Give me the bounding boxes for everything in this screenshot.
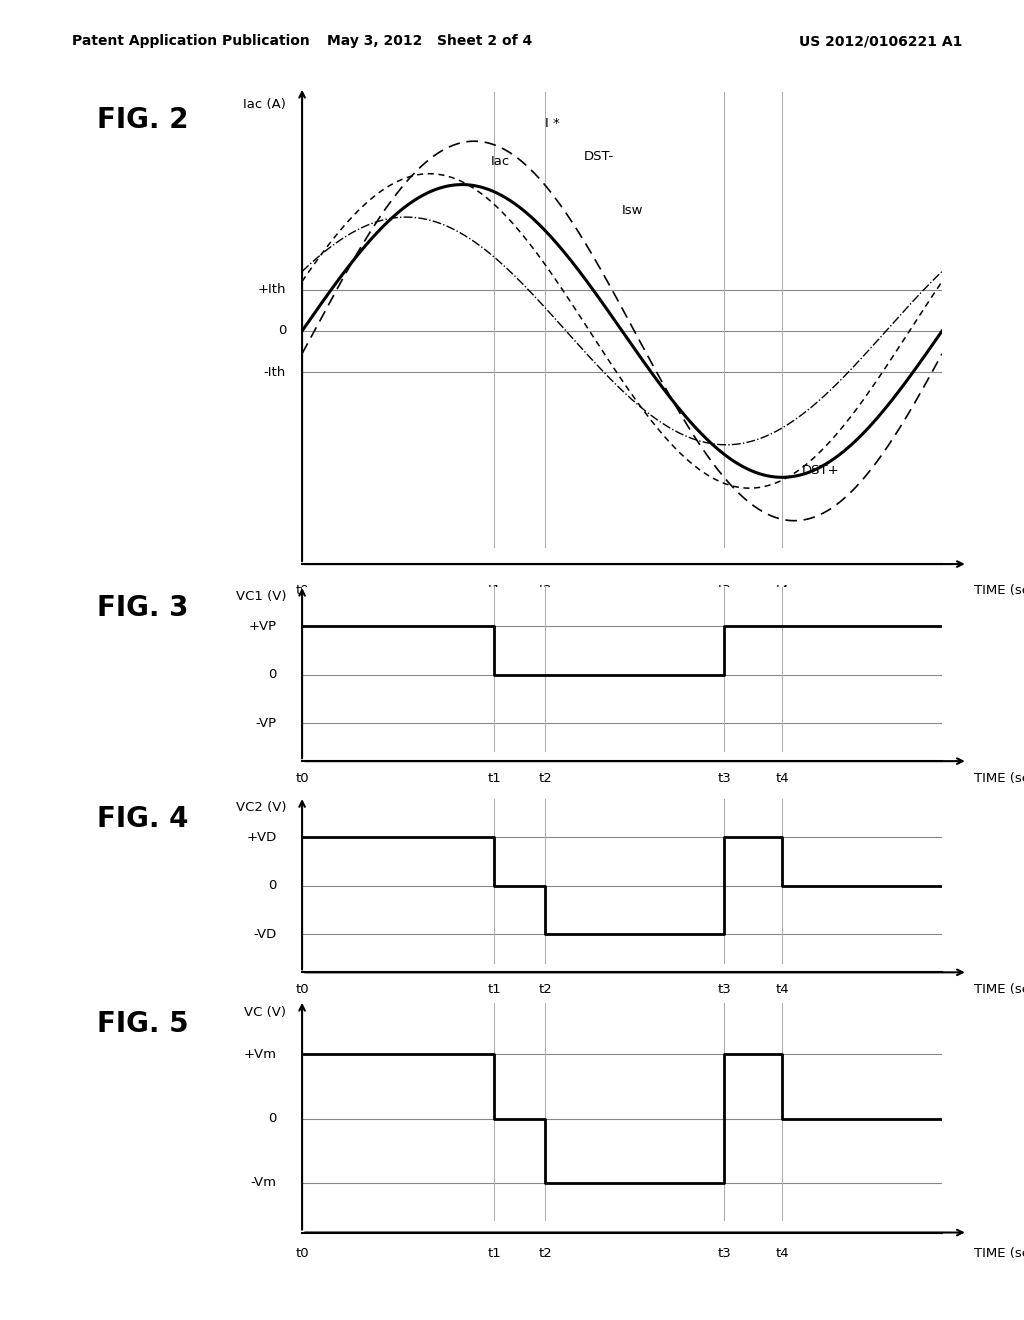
Text: Iac: Iac [490, 156, 510, 168]
Text: +Vm: +Vm [244, 1048, 276, 1061]
Text: -Vm: -Vm [251, 1176, 276, 1189]
Text: t3: t3 [718, 983, 731, 997]
Text: DST+: DST+ [801, 465, 839, 478]
Text: t4: t4 [775, 983, 788, 997]
Text: t1: t1 [487, 583, 501, 597]
Text: TIME (sec): TIME (sec) [974, 583, 1024, 597]
Text: Iac (A): Iac (A) [244, 98, 286, 111]
Text: t0: t0 [295, 1246, 309, 1259]
Text: VC2 (V): VC2 (V) [236, 801, 286, 814]
Text: t1: t1 [487, 983, 501, 997]
Text: t3: t3 [718, 583, 731, 597]
Text: Isw: Isw [622, 205, 643, 216]
Text: t4: t4 [775, 1246, 788, 1259]
Text: -VP: -VP [255, 717, 276, 730]
Text: t1: t1 [487, 1246, 501, 1259]
Text: FIG. 4: FIG. 4 [97, 805, 188, 833]
Text: t1: t1 [487, 772, 501, 785]
Text: US 2012/0106221 A1: US 2012/0106221 A1 [799, 34, 963, 49]
Text: 0: 0 [268, 879, 276, 892]
Text: t2: t2 [539, 1246, 552, 1259]
Text: t2: t2 [539, 583, 552, 597]
Text: VC (V): VC (V) [244, 1006, 286, 1019]
Text: t4: t4 [775, 772, 788, 785]
Text: -Ith: -Ith [264, 366, 286, 379]
Text: +Ith: +Ith [258, 284, 286, 296]
Text: FIG. 2: FIG. 2 [97, 106, 188, 133]
Text: TIME (sec): TIME (sec) [974, 772, 1024, 785]
Text: t3: t3 [718, 1246, 731, 1259]
Text: 0: 0 [278, 325, 286, 338]
Text: DST-: DST- [584, 150, 613, 162]
Text: -VD: -VD [253, 928, 276, 941]
Text: +VP: +VP [249, 619, 276, 632]
Text: t0: t0 [295, 772, 309, 785]
Text: 0: 0 [268, 668, 276, 681]
Text: TIME (sec): TIME (sec) [974, 983, 1024, 997]
Text: Patent Application Publication: Patent Application Publication [72, 34, 309, 49]
Text: t0: t0 [295, 983, 309, 997]
Text: FIG. 3: FIG. 3 [97, 594, 188, 622]
Text: TIME (sec): TIME (sec) [974, 1246, 1024, 1259]
Text: t2: t2 [539, 983, 552, 997]
Text: t0: t0 [295, 583, 309, 597]
Text: +VD: +VD [246, 830, 276, 843]
Text: 0: 0 [268, 1111, 276, 1125]
Text: t3: t3 [718, 772, 731, 785]
Text: VC1 (V): VC1 (V) [236, 590, 286, 603]
Text: FIG. 5: FIG. 5 [97, 1010, 188, 1038]
Text: t4: t4 [775, 583, 788, 597]
Text: t2: t2 [539, 772, 552, 785]
Text: I *: I * [545, 117, 560, 131]
Text: May 3, 2012   Sheet 2 of 4: May 3, 2012 Sheet 2 of 4 [328, 34, 532, 49]
